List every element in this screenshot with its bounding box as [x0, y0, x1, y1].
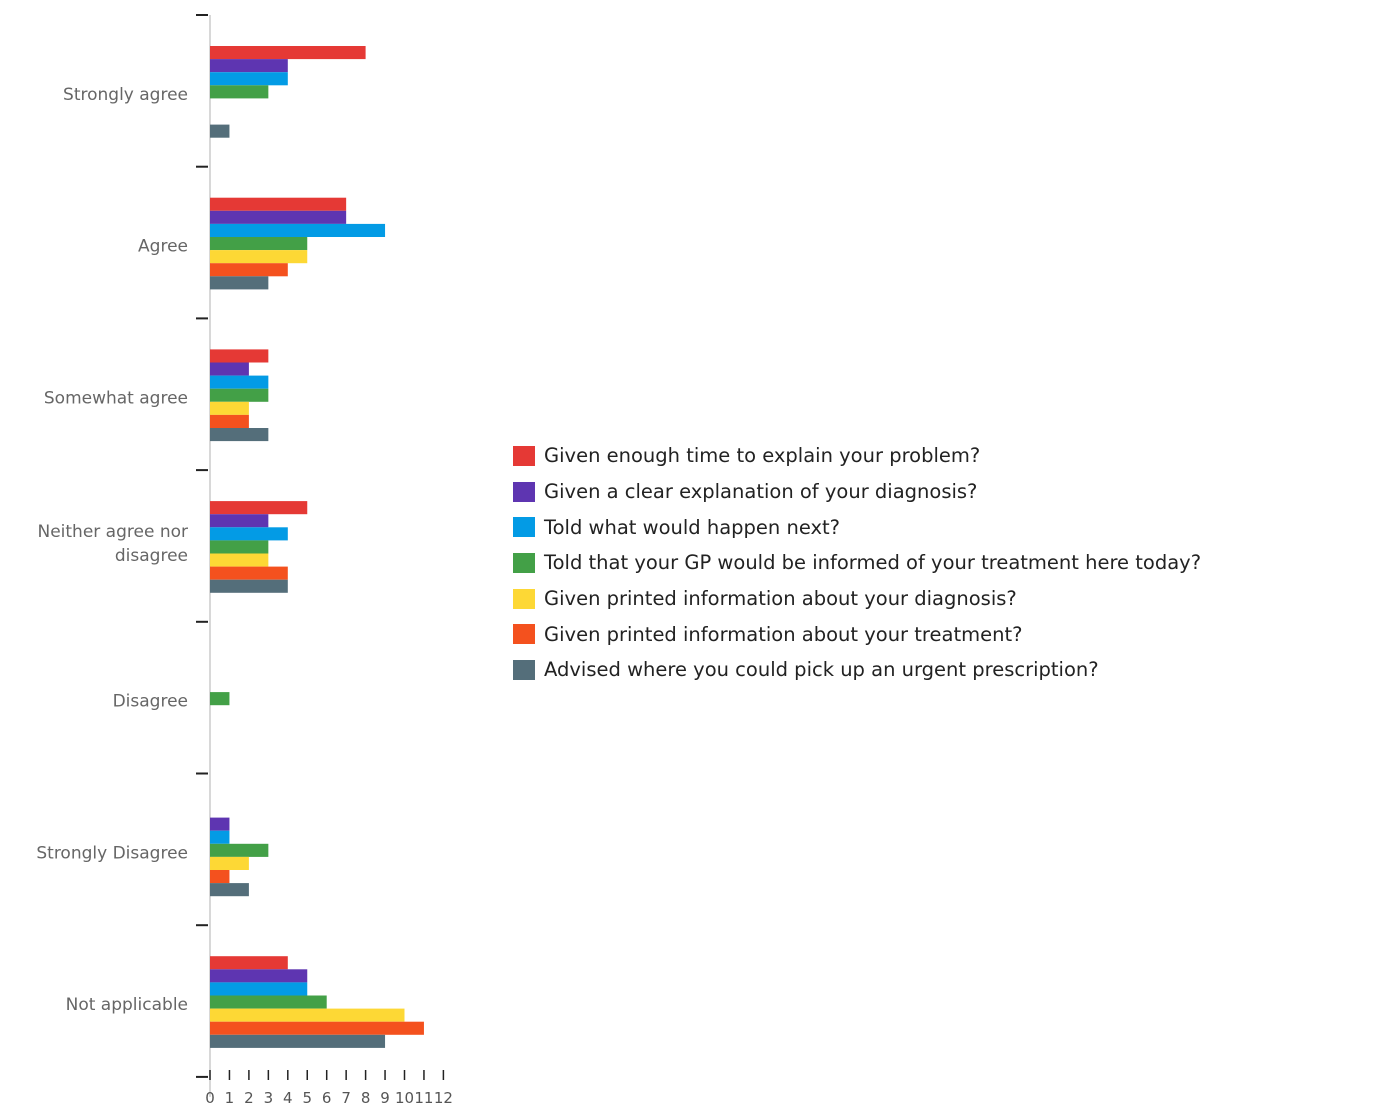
legend-label: Given a clear explanation of your diagno… — [544, 480, 978, 504]
bar — [210, 830, 230, 844]
legend-swatch — [513, 445, 535, 466]
legend-swatch — [513, 552, 535, 573]
bar — [210, 85, 269, 99]
legend-label: Given enough time to explain your proble… — [544, 444, 981, 468]
bar — [210, 349, 269, 363]
x-tick-label: 5 — [302, 1089, 312, 1107]
bar — [210, 197, 347, 211]
bar — [210, 956, 288, 970]
bar — [210, 362, 249, 376]
category-label: Disagree — [113, 692, 188, 712]
category-label: Agree — [138, 237, 188, 257]
bar — [210, 375, 269, 389]
legend-label: Told what would happen next? — [544, 515, 841, 539]
category-label: Not applicable — [66, 995, 188, 1015]
bar — [210, 692, 230, 706]
bar — [210, 566, 288, 580]
legend-item: Given printed information about your dia… — [513, 581, 1201, 617]
bar — [210, 579, 288, 593]
x-tick-label: 1 — [225, 1089, 235, 1107]
category-label: Strongly Disagree — [36, 843, 188, 863]
bar — [210, 1034, 386, 1048]
legend-swatch — [513, 517, 535, 538]
x-tick-label: 12 — [434, 1089, 453, 1107]
x-tick-labels: 0 1 2 3 4 5 6 7 8 9 10 11 12 — [205, 1089, 453, 1107]
x-tick-label: 8 — [361, 1089, 371, 1107]
bar — [210, 817, 230, 831]
bar — [210, 1021, 424, 1035]
legend-item: Given a clear explanation of your diagno… — [513, 474, 1201, 510]
bar — [210, 501, 308, 515]
x-tick-label: 3 — [264, 1089, 274, 1107]
bar — [210, 388, 269, 402]
legend-item: Given printed information about your tre… — [513, 616, 1201, 652]
legend-swatch — [513, 588, 535, 609]
legend-label: Given printed information about your tre… — [544, 622, 1023, 646]
x-tick-label: 9 — [380, 1089, 390, 1107]
legend-item: Given enough time to explain your proble… — [513, 438, 1201, 474]
bars — [210, 46, 424, 1048]
x-tick-label: 4 — [283, 1089, 293, 1107]
x-tick-label: 10 — [395, 1089, 414, 1107]
bar — [210, 856, 249, 870]
x-tick-label: 7 — [341, 1089, 351, 1107]
bar — [210, 414, 249, 428]
bar — [210, 428, 269, 442]
bar — [210, 263, 288, 277]
bar — [210, 46, 366, 60]
bar — [210, 843, 269, 857]
legend-item: Advised where you could pick up an urgen… — [513, 652, 1201, 688]
legend-swatch — [513, 624, 535, 645]
x-tick-label: 2 — [244, 1089, 254, 1107]
bar — [210, 514, 269, 528]
bar — [210, 527, 288, 541]
category-labels: Strongly agree Agree Somewhat agree Neither… — [36, 85, 188, 1015]
bar — [210, 59, 288, 73]
bar — [210, 124, 230, 138]
bar — [210, 982, 308, 996]
bar — [210, 870, 230, 884]
bar — [210, 883, 249, 897]
bar — [210, 540, 269, 554]
bar — [210, 401, 249, 415]
legend-label: Advised where you could pick up an urgen… — [544, 658, 1099, 682]
x-tick-label: 6 — [322, 1089, 332, 1107]
bar — [210, 1008, 405, 1022]
legend-swatch — [513, 481, 535, 502]
bar — [210, 250, 308, 264]
legend-item: Told what would happen next? — [513, 509, 1201, 545]
x-tick-label: 11 — [414, 1089, 433, 1107]
bar — [210, 995, 327, 1009]
bar — [210, 72, 288, 86]
bar — [210, 223, 386, 237]
bar — [210, 210, 347, 224]
category-label: Somewhat agree — [44, 388, 188, 408]
category-label: Strongly agree — [63, 85, 188, 105]
legend: Given enough time to explain your proble… — [513, 438, 1201, 688]
x-tick-label: 0 — [205, 1089, 215, 1107]
legend-swatch — [513, 659, 535, 680]
category-label: Neither agree nor disagree — [37, 522, 188, 566]
bar — [210, 969, 308, 983]
bar — [210, 553, 269, 567]
bar — [210, 276, 269, 290]
legend-label: Given printed information about your dia… — [544, 587, 1017, 611]
bar — [210, 237, 308, 251]
legend-label: Told that your GP would be informed of y… — [544, 551, 1202, 575]
legend-item: Told that your GP would be informed of y… — [513, 545, 1201, 581]
